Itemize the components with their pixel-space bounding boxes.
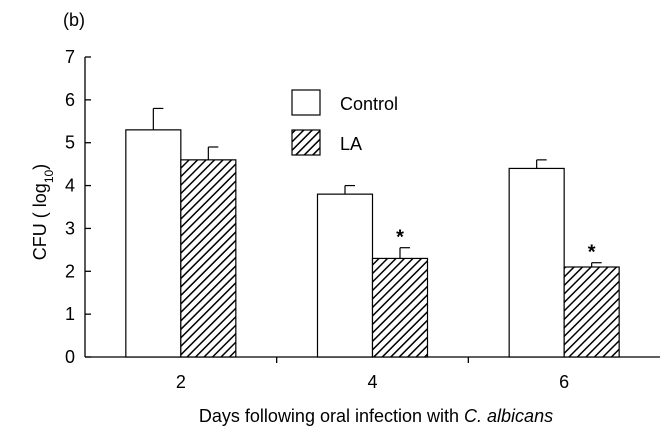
y-tick-label: 2 [65,261,75,281]
y-tick-label: 5 [65,133,75,153]
x-axis-label: Days following oral infection with C. al… [199,406,553,426]
bars: ** [125,107,620,358]
y-tick-label: 6 [65,90,75,110]
bar-control-day-6 [508,167,565,358]
legend: Control LA [291,89,398,156]
legend-label-la: LA [340,134,362,154]
x-tick-label: 6 [559,372,569,392]
y-axis-label-suffix: ) [30,164,50,170]
significance-marker: * [396,227,404,249]
legend-label-control: Control [340,94,398,114]
y-tick-label: 4 [65,176,75,196]
y-tick-label: 3 [65,218,75,238]
bar-la-day-4 [371,257,429,358]
y-axis-label-prefix: CFU ( log [30,183,50,260]
legend-swatch-control [291,89,321,116]
x-tick-label: 2 [176,372,186,392]
y-axis-label: CFU ( log10) [30,164,56,260]
y-axis: 0 1 2 3 4 5 6 7 [65,47,91,367]
bar-control-day-4 [316,193,374,358]
x-axis-label-prefix: Days following oral infection with [199,406,464,426]
y-tick-label: 1 [65,304,75,324]
y-tick-label: 0 [65,347,75,367]
x-tick-label: 4 [367,372,377,392]
bar-la-day-2 [180,159,237,358]
bar-la-day-6 [563,266,620,358]
y-tick-label: 7 [65,47,75,67]
legend-swatch-la [291,129,321,156]
panel-label: (b) [63,10,85,30]
x-axis-label-italic: C. albicans [464,406,553,426]
significance-marker: * [588,242,596,264]
x-axis: 2 4 6 [85,356,660,392]
bar-control-day-2 [125,129,182,358]
y-axis-label-subscript: 10 [42,169,56,183]
